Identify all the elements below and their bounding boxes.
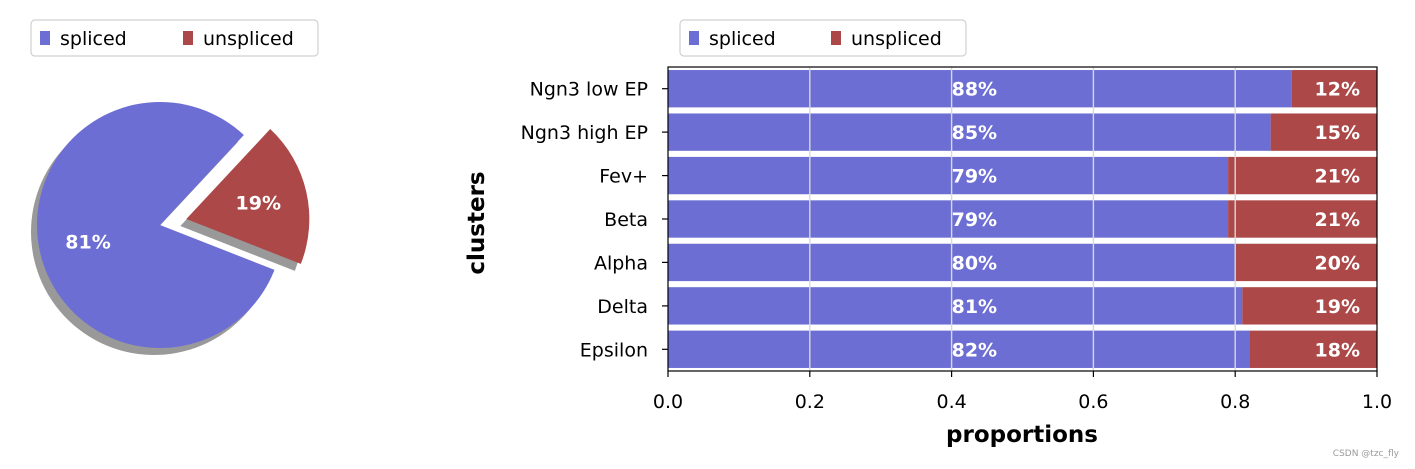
bar-label-unspliced-3: 21% bbox=[1315, 209, 1360, 231]
x-tick-label-4: 0.8 bbox=[1220, 391, 1250, 413]
bar-label-spliced-4: 80% bbox=[952, 252, 997, 274]
pie-chart: 81% 19% bbox=[31, 101, 310, 355]
bar-legend-swatch-unspliced bbox=[831, 31, 841, 45]
bar-legend-swatch-spliced bbox=[689, 31, 699, 45]
bar-spliced-5 bbox=[668, 287, 1243, 325]
pie-legend-frame bbox=[30, 19, 319, 57]
pie-legend-swatch-unspliced bbox=[183, 31, 193, 45]
x-tick-label-3: 0.6 bbox=[1078, 391, 1108, 413]
y-axis-ticks: Ngn3 low EP Ngn3 high EP Fev+ Beta Alpha Delt… bbox=[521, 79, 668, 361]
pie-legend-label-unspliced: unspliced bbox=[203, 28, 294, 50]
y-tick-label-1: Ngn3 high EP bbox=[521, 122, 648, 144]
pie-legend-swatch-spliced bbox=[40, 31, 50, 45]
pie-slice-unspliced bbox=[186, 129, 310, 264]
bar-rects bbox=[668, 70, 1377, 368]
bar-legend: spliced unspliced bbox=[679, 19, 967, 57]
x-axis-label: proportions bbox=[946, 422, 1098, 448]
bar-label-spliced-2: 79% bbox=[952, 166, 997, 188]
bar-spliced-1 bbox=[668, 113, 1271, 151]
pie-legend-label-spliced: spliced bbox=[60, 28, 127, 50]
bar-spliced-6 bbox=[668, 330, 1250, 368]
bar-unspliced-4 bbox=[1235, 243, 1377, 282]
bar-unspliced-5 bbox=[1242, 287, 1377, 325]
bar-label-spliced-5: 81% bbox=[952, 296, 997, 318]
x-tick-label-5: 1.0 bbox=[1362, 391, 1392, 413]
bar-label-unspliced-0: 12% bbox=[1315, 79, 1360, 101]
bar-spliced-3 bbox=[668, 200, 1229, 238]
bar-label-unspliced-4: 20% bbox=[1315, 252, 1360, 274]
bar-label-spliced-0: 88% bbox=[952, 79, 997, 101]
y-tick-label-3: Beta bbox=[604, 209, 648, 231]
stacked-bar-chart: 88% 12% 85% 15% 79% 21% 79% 21% 80% 20% 81% 19% 82% 1… bbox=[464, 66, 1392, 448]
bar-label-unspliced-2: 21% bbox=[1315, 166, 1360, 188]
bar-legend-frame bbox=[679, 19, 967, 57]
bar-label-unspliced-5: 19% bbox=[1315, 296, 1360, 318]
pie-slices bbox=[37, 101, 310, 348]
bar-label-spliced-3: 79% bbox=[952, 209, 997, 231]
bar-unspliced-1 bbox=[1270, 113, 1377, 151]
x-tick-label-2: 0.4 bbox=[936, 391, 966, 413]
bar-label-unspliced-1: 15% bbox=[1315, 122, 1360, 144]
y-tick-label-4: Alpha bbox=[594, 252, 648, 274]
bar-value-labels: 88% 12% 85% 15% 79% 21% 79% 21% 80% 20% 81% 19% 82% 1… bbox=[952, 79, 1360, 362]
bar-spliced-0 bbox=[668, 70, 1292, 108]
bar-unspliced-0 bbox=[1291, 70, 1377, 108]
bar-gridlines bbox=[809, 67, 1236, 371]
pie-slice-spliced bbox=[37, 101, 275, 348]
y-tick-label-0: Ngn3 low EP bbox=[530, 79, 648, 101]
pie-value-label-unspliced: 19% bbox=[236, 193, 281, 215]
bar-label-unspliced-6: 18% bbox=[1315, 339, 1360, 361]
pie-legend: spliced unspliced bbox=[30, 19, 319, 57]
pie-value-label-spliced: 81% bbox=[65, 231, 110, 253]
bar-legend-label-spliced: spliced bbox=[709, 28, 776, 50]
watermark: CSDN @tzc_fly bbox=[1333, 449, 1400, 459]
x-tick-label-0: 0.0 bbox=[653, 391, 683, 413]
x-axis-ticks: 0.0 0.2 0.4 0.6 0.8 1.0 bbox=[653, 371, 1392, 413]
bar-unspliced-6 bbox=[1249, 330, 1377, 368]
y-tick-label-5: Delta bbox=[597, 296, 648, 318]
x-tick-label-1: 0.2 bbox=[795, 391, 825, 413]
y-tick-label-6: Epsilon bbox=[580, 339, 648, 361]
bar-unspliced-3 bbox=[1228, 200, 1377, 238]
y-tick-label-2: Fev+ bbox=[599, 166, 648, 188]
y-axis-label: clusters bbox=[464, 171, 490, 274]
bar-spliced-2 bbox=[668, 156, 1229, 195]
bar-label-spliced-6: 82% bbox=[952, 339, 997, 361]
bar-label-spliced-1: 85% bbox=[952, 122, 997, 144]
pie-value-labels: 81% 19% bbox=[65, 193, 281, 254]
bar-legend-label-unspliced: unspliced bbox=[851, 28, 942, 50]
bar-unspliced-2 bbox=[1228, 156, 1377, 195]
